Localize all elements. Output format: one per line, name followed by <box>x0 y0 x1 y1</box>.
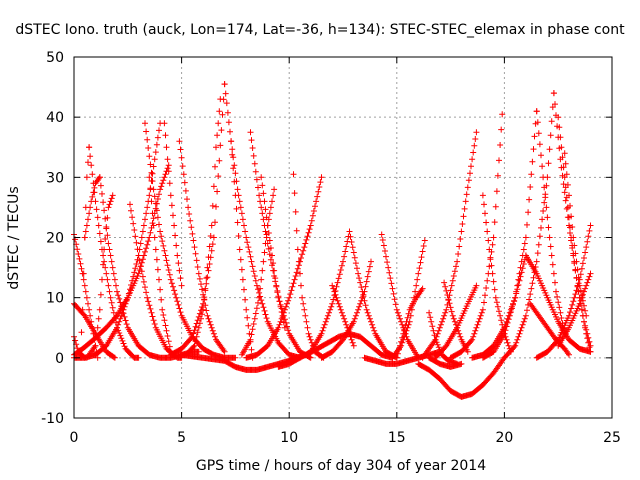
data-points <box>167 81 228 358</box>
data-series <box>318 258 374 361</box>
data-points <box>161 120 185 289</box>
x-tick-label: 10 <box>280 430 298 446</box>
data-series <box>178 351 297 373</box>
chart-title: dSTEC Iono. truth (auck, Lon=174, Lat=-3… <box>15 22 625 38</box>
data-points <box>419 129 480 361</box>
data-series <box>522 252 594 355</box>
y-tick-label: 40 <box>46 110 64 126</box>
data-series <box>275 228 353 370</box>
data-points <box>479 192 514 355</box>
axis-ticks: 0 5 10 15 20 25 -10 0 10 20 30 40 50 <box>41 50 621 446</box>
x-axis-label: GPS time / hours of day 304 of year 2014 <box>196 458 486 474</box>
y-tick-label: 0 <box>55 351 64 367</box>
data-series <box>555 270 594 349</box>
data-series <box>81 174 103 241</box>
data-series <box>533 222 594 361</box>
data-marks <box>71 81 594 400</box>
data-points <box>243 174 325 361</box>
data-series <box>432 282 480 361</box>
y-tick-label: 20 <box>46 231 64 247</box>
x-tick-label: 25 <box>603 430 621 446</box>
data-series <box>243 174 325 361</box>
y-axis-label: dSTEC / TECUs <box>6 186 22 289</box>
x-tick-label: 20 <box>495 430 513 446</box>
y-tick-label: 50 <box>46 50 64 66</box>
data-points <box>533 222 594 361</box>
data-points <box>415 354 508 400</box>
data-points <box>329 282 357 349</box>
data-points <box>447 111 506 361</box>
data-series <box>501 90 557 361</box>
x-tick-label: 5 <box>177 430 186 446</box>
data-series <box>161 120 185 289</box>
y-tick-label: -10 <box>41 411 64 427</box>
data-points <box>178 351 297 373</box>
data-points <box>522 252 594 355</box>
data-series <box>447 111 506 361</box>
x-tick-label: 0 <box>70 430 79 446</box>
data-series <box>533 108 568 337</box>
data-points <box>533 108 568 337</box>
data-points <box>555 270 594 349</box>
data-points <box>275 228 353 370</box>
data-points <box>393 285 426 361</box>
data-points <box>432 282 480 361</box>
y-tick-label: 10 <box>46 291 64 307</box>
data-points <box>479 108 540 361</box>
data-series <box>393 285 426 361</box>
data-points <box>83 192 116 361</box>
y-tick-label: 30 <box>46 170 64 186</box>
data-series <box>329 282 357 349</box>
x-tick-label: 15 <box>388 430 406 446</box>
data-series <box>83 192 116 361</box>
data-points <box>146 174 174 355</box>
data-series <box>479 108 540 361</box>
data-series <box>415 354 508 400</box>
data-series <box>419 129 480 361</box>
data-points <box>501 90 557 361</box>
data-series <box>479 192 514 355</box>
data-points <box>81 174 103 241</box>
data-series <box>167 81 228 358</box>
data-series <box>146 174 174 355</box>
data-points <box>318 258 374 361</box>
